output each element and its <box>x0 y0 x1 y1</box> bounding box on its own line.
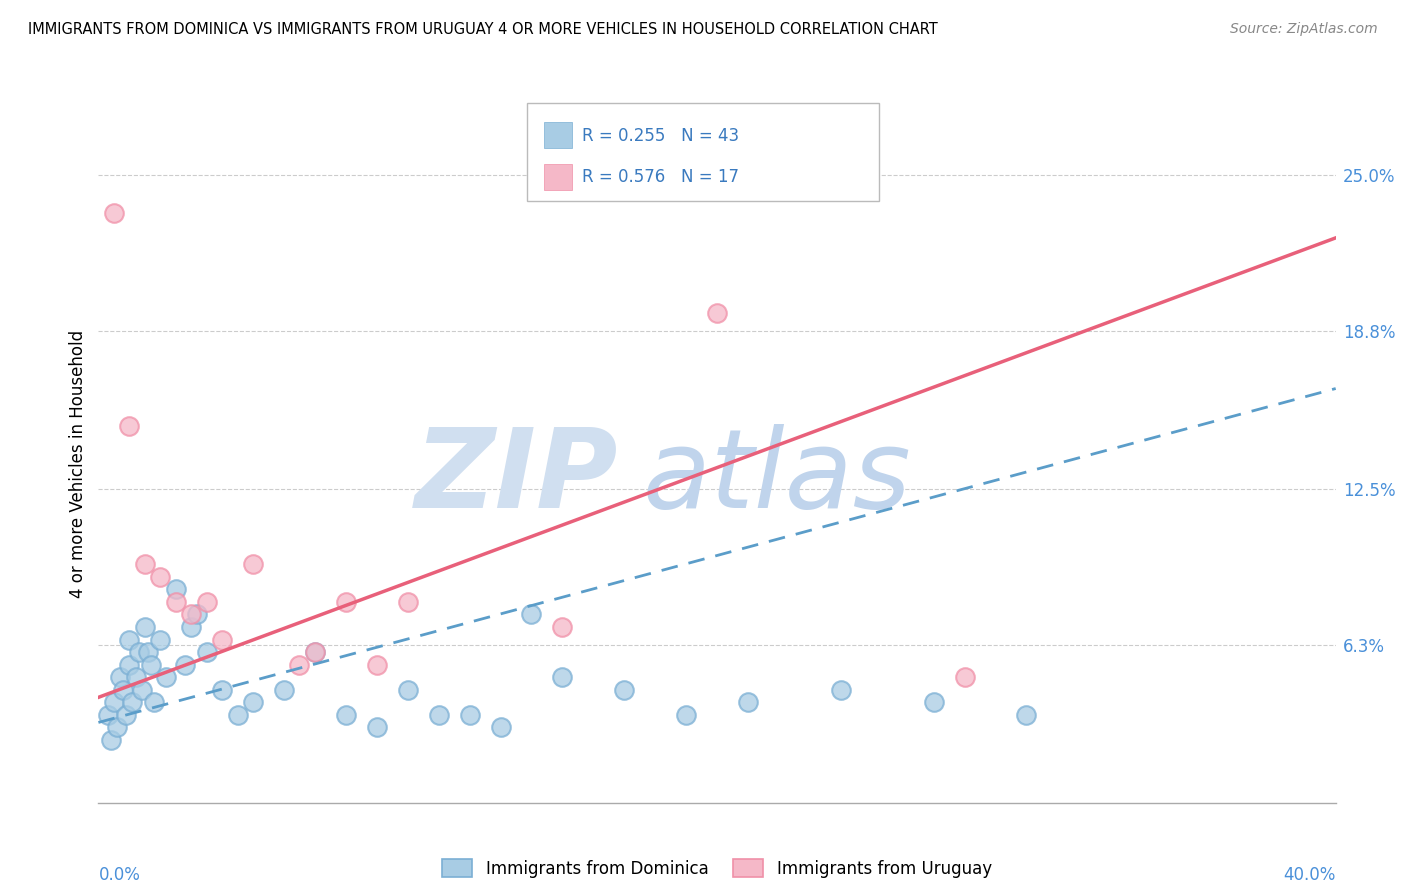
Point <box>103 206 125 220</box>
Point <box>242 695 264 709</box>
Point <box>118 419 141 434</box>
Point <box>304 645 326 659</box>
Point <box>273 682 295 697</box>
Point <box>165 595 187 609</box>
Point <box>180 607 202 622</box>
Point <box>134 620 156 634</box>
Text: ZIP: ZIP <box>415 424 619 531</box>
Point <box>366 721 388 735</box>
Point <box>551 670 574 684</box>
Point <box>551 620 574 634</box>
Point <box>100 733 122 747</box>
Point <box>304 645 326 659</box>
Point <box>131 682 153 697</box>
Text: atlas: atlas <box>643 424 911 531</box>
Text: R = 0.576   N = 17: R = 0.576 N = 17 <box>582 168 740 186</box>
Point <box>366 657 388 672</box>
Point <box>149 632 172 647</box>
Point <box>128 645 150 659</box>
Point <box>105 721 128 735</box>
Point <box>139 657 162 672</box>
Point <box>108 670 131 684</box>
Text: 40.0%: 40.0% <box>1284 865 1336 884</box>
Point <box>136 645 159 659</box>
Y-axis label: 4 or more Vehicles in Household: 4 or more Vehicles in Household <box>69 330 87 598</box>
Point <box>288 657 311 672</box>
Point <box>242 558 264 572</box>
Point <box>195 645 218 659</box>
Point <box>706 306 728 320</box>
Point <box>103 695 125 709</box>
Point <box>195 595 218 609</box>
Point <box>613 682 636 697</box>
Point <box>155 670 177 684</box>
Text: Source: ZipAtlas.com: Source: ZipAtlas.com <box>1230 22 1378 37</box>
Text: R = 0.255   N = 43: R = 0.255 N = 43 <box>582 127 740 145</box>
Point <box>211 682 233 697</box>
Point <box>458 707 481 722</box>
Point <box>396 595 419 609</box>
Point <box>396 682 419 697</box>
Point <box>427 707 450 722</box>
Point <box>335 707 357 722</box>
Legend: Immigrants from Dominica, Immigrants from Uruguay: Immigrants from Dominica, Immigrants fro… <box>437 855 997 882</box>
Point <box>97 707 120 722</box>
Point <box>922 695 945 709</box>
Point <box>186 607 208 622</box>
Point <box>335 595 357 609</box>
Point <box>149 570 172 584</box>
Point <box>165 582 187 597</box>
Point <box>675 707 697 722</box>
Point <box>489 721 512 735</box>
Point <box>737 695 759 709</box>
Point <box>226 707 249 722</box>
Point <box>1015 707 1038 722</box>
Point <box>180 620 202 634</box>
Point <box>121 695 143 709</box>
Point <box>143 695 166 709</box>
Point <box>520 607 543 622</box>
Point <box>118 632 141 647</box>
Point <box>118 657 141 672</box>
Text: IMMIGRANTS FROM DOMINICA VS IMMIGRANTS FROM URUGUAY 4 OR MORE VEHICLES IN HOUSEH: IMMIGRANTS FROM DOMINICA VS IMMIGRANTS F… <box>28 22 938 37</box>
Point <box>124 670 146 684</box>
Point <box>830 682 852 697</box>
Point <box>134 558 156 572</box>
Point <box>211 632 233 647</box>
Text: 0.0%: 0.0% <box>98 865 141 884</box>
Point <box>953 670 976 684</box>
Point <box>112 682 135 697</box>
Point <box>174 657 197 672</box>
Point <box>115 707 138 722</box>
